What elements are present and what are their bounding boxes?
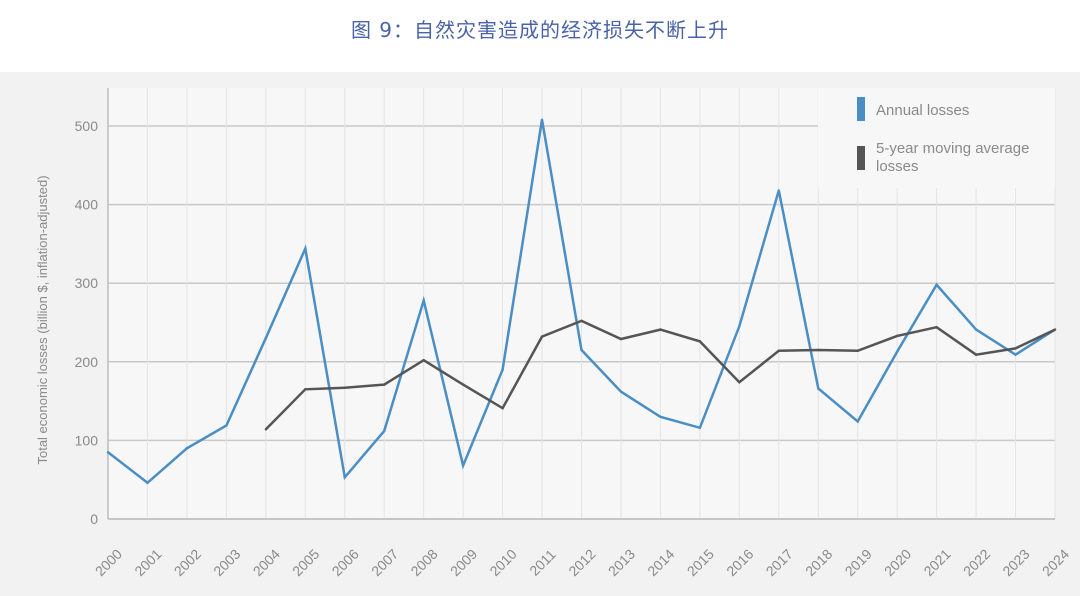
moving-average-point (619, 337, 623, 341)
annual-losses-point (225, 424, 228, 427)
moving-average-point (895, 334, 899, 338)
title-bar: 图 9：自然灾害造成的经济损失不断上升 (0, 0, 1080, 72)
moving-average-point (659, 328, 662, 331)
x-tick-label: 2005 (289, 546, 322, 579)
moving-average-point (1053, 328, 1057, 331)
annual-losses-point (580, 348, 583, 352)
moving-average-point (817, 348, 820, 352)
y-tick-label: 100 (75, 432, 99, 448)
x-tick-label: 2011 (526, 546, 559, 579)
annual-losses-point (383, 429, 386, 433)
moving-average-point (738, 381, 741, 384)
moving-average-point (304, 388, 307, 391)
x-tick-label: 2001 (131, 546, 164, 579)
x-tick-label: 2014 (644, 546, 677, 579)
legend-swatch-moving-average (857, 146, 865, 170)
moving-average-point (540, 335, 544, 338)
legend: Annual losses 5-year moving average losses (818, 88, 1055, 188)
legend-swatch-annual (857, 97, 865, 121)
x-tick-label: 2012 (565, 546, 598, 579)
annual-losses-point (185, 447, 189, 450)
series-lines (106, 118, 1057, 485)
x-tick-label: 2008 (407, 546, 440, 579)
x-tick-label: 2017 (763, 546, 796, 579)
moving-average-point (461, 383, 465, 386)
annual-losses-point (817, 387, 820, 390)
moving-average-point (580, 319, 583, 323)
annual-losses-point (106, 450, 110, 454)
annual-losses-point (304, 247, 307, 250)
annual-losses-point (619, 390, 623, 393)
legend-label-moving-average: 5-year moving average losses (876, 140, 1029, 175)
moving-average-point (856, 349, 859, 352)
annual-losses-point (501, 368, 504, 371)
x-tick-label: 2015 (684, 546, 717, 579)
x-tick-label: 2000 (92, 546, 125, 579)
annual-losses-point (935, 283, 938, 286)
x-tick-label: 2004 (250, 546, 283, 579)
y-tick-label: 200 (75, 354, 99, 370)
annual-losses-point (343, 476, 346, 479)
y-tick-label: 300 (75, 275, 99, 291)
annual-losses-point (974, 328, 978, 331)
x-tick-label: 2020 (881, 546, 914, 579)
annual-losses-point (738, 325, 741, 328)
x-tick-label: 2024 (1039, 546, 1072, 579)
moving-average-point (935, 326, 938, 329)
annual-losses-point (461, 464, 465, 467)
annual-losses-point (895, 350, 899, 353)
moving-average-point (501, 406, 504, 410)
x-tick-label: 2019 (842, 546, 875, 579)
moving-average-point (264, 428, 268, 431)
x-tick-label: 2006 (329, 546, 362, 579)
annual-losses-point (777, 189, 780, 192)
x-tick-label: 2013 (605, 546, 638, 579)
annual-losses-point (146, 481, 149, 485)
legend-label-annual: Annual losses (876, 102, 969, 119)
annual-losses-point (264, 337, 268, 340)
x-tick-label: 2022 (960, 546, 993, 579)
annual-losses-point (422, 299, 425, 302)
x-tick-label: 2023 (999, 546, 1032, 579)
x-tick-label: 2003 (210, 546, 243, 579)
figure-title: 图 9：自然灾害造成的经济损失不断上升 (350, 18, 730, 42)
y-tick-label: 500 (75, 118, 99, 134)
x-tick-label: 2007 (368, 546, 401, 579)
x-tick-label: 2009 (447, 546, 480, 579)
annual-losses-point (698, 426, 702, 430)
x-tick-label: 2010 (486, 546, 519, 579)
moving-average-point (1014, 347, 1017, 350)
moving-average-point (343, 386, 346, 389)
y-tick-label: 0 (90, 511, 98, 527)
moving-average-point (422, 359, 425, 362)
annual-losses-point (856, 420, 859, 423)
moving-average-point (974, 353, 978, 356)
moving-average-point (777, 349, 780, 352)
annual-losses-point (1014, 353, 1017, 356)
moving-average-point (698, 340, 702, 343)
x-tick-label: 2021 (920, 546, 953, 579)
y-axis-title: Total economic losses (billion $, inflat… (35, 175, 50, 464)
annual-losses-point (540, 118, 544, 121)
x-tick-label: 2016 (723, 546, 756, 579)
y-tick-label: 400 (75, 197, 99, 213)
moving-average-point (383, 383, 386, 386)
x-tick-label: 2018 (802, 546, 835, 579)
annual-losses-point (659, 415, 662, 419)
x-tick-label: 2002 (171, 546, 204, 579)
